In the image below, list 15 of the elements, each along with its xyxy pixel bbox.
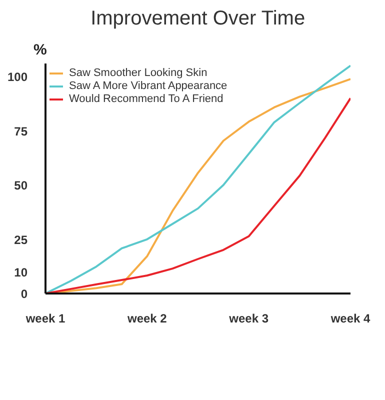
chart-title: Improvement Over Time (90, 8, 306, 30)
y-tick-label: 50 (14, 178, 28, 193)
y-tick-label: 25 (14, 232, 28, 247)
x-tick-label: week 2 (126, 312, 168, 326)
y-axis-title: % (34, 42, 47, 58)
legend-label: Saw A More Vibrant Appearance (69, 80, 228, 92)
legend-label: Saw Smoother Looking Skin (69, 67, 208, 79)
y-tick-label: 75 (14, 124, 28, 138)
y-tick-label: 0 (20, 287, 28, 301)
y-tick-label: 10 (14, 265, 28, 280)
legend-label: Would Recommend To A Friend (69, 93, 224, 105)
y-tick-label: 100 (7, 70, 28, 84)
x-tick-label: week 4 (330, 312, 371, 326)
x-tick-label: week 3 (228, 312, 269, 326)
x-tick-label: week 1 (24, 312, 66, 326)
